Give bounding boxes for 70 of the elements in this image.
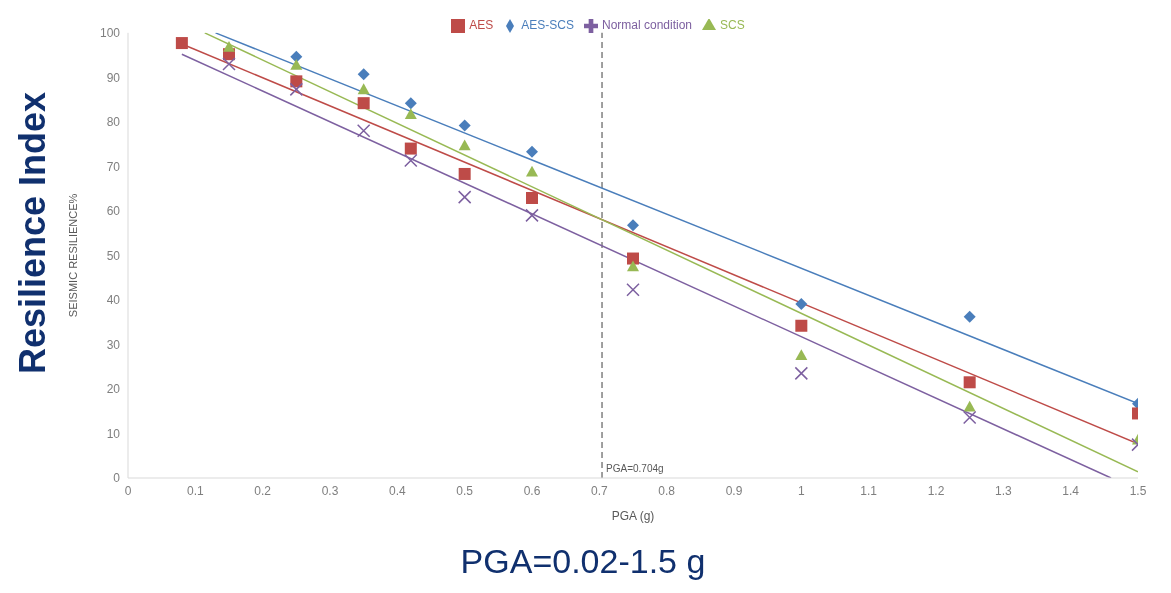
x-tick-label: 0.4 (388, 483, 406, 498)
point (795, 297, 808, 310)
y-tick-label: 30 (106, 337, 121, 352)
point (223, 41, 235, 52)
text: Resilience Index (12, 91, 54, 375)
point (404, 108, 417, 120)
ref-line-label: PGA=0.704g (606, 463, 664, 474)
point (526, 145, 538, 158)
point (526, 165, 538, 177)
legend-label: AES (469, 18, 494, 32)
y-tick-label: 50 (106, 248, 121, 263)
x-axis-title: PGA (g) (611, 509, 655, 523)
point (795, 349, 808, 360)
point (963, 376, 976, 389)
x-tick-label: 0.5 (456, 483, 474, 498)
point (627, 219, 639, 232)
x-tick-label: 0.9 (725, 483, 743, 498)
point (627, 260, 639, 272)
x-tick-label: 0.6 (523, 483, 541, 498)
point (794, 366, 809, 381)
y-tick-label: 0 (113, 471, 121, 486)
point (963, 400, 976, 412)
point (526, 191, 538, 204)
point (222, 57, 236, 71)
y-tick-label: 10 (106, 426, 121, 441)
point (525, 208, 539, 223)
point (962, 410, 977, 425)
point (963, 310, 976, 323)
y-tick-label: 60 (106, 204, 121, 219)
x-tick-label: 0 (124, 483, 132, 498)
y-axis-title: SEISMIC RESILIENCE% (66, 193, 79, 318)
point (357, 83, 370, 95)
y-tick-label: 80 (106, 115, 121, 130)
legend-label: Normal condition (601, 18, 693, 32)
x-tick-label: 1.1 (860, 483, 878, 498)
point (404, 97, 417, 110)
point (626, 282, 640, 297)
x-tick-label: 1.3 (994, 483, 1012, 498)
point (458, 119, 471, 132)
x-tick-label: 0.1 (186, 483, 204, 498)
point (290, 50, 303, 63)
point (627, 252, 639, 265)
point (795, 319, 808, 332)
y-tick-label: 20 (106, 382, 121, 397)
legend-label: AES-SCS (521, 18, 574, 32)
point (404, 153, 418, 168)
y-tick-label: 90 (106, 70, 121, 85)
x-tick-label: 0.8 (658, 483, 676, 498)
x-tick-label: 1 (797, 483, 805, 498)
point (458, 167, 471, 180)
x-tick-label: 0.7 (590, 483, 608, 498)
point (457, 190, 472, 204)
y-tick-label: 70 (106, 159, 121, 174)
x-tick-label: 1.2 (927, 483, 945, 498)
point (289, 82, 304, 97)
x-tick-label: 0.3 (321, 483, 339, 498)
point (290, 58, 303, 70)
y-tick-label: 100 (99, 26, 121, 41)
text: PGA=0.02-1.5 g (459, 542, 707, 581)
point (404, 142, 417, 155)
point (357, 68, 370, 81)
x-tick-label: 0.2 (254, 483, 272, 498)
point (356, 124, 371, 138)
y-tick-label: 40 (106, 293, 121, 308)
point (175, 37, 188, 50)
x-tick-label: 1.4 (1062, 483, 1080, 498)
point (458, 139, 471, 151)
point (357, 97, 370, 110)
legend-label: SCS (720, 18, 745, 32)
x-tick-label: 1.5 (1129, 483, 1147, 498)
